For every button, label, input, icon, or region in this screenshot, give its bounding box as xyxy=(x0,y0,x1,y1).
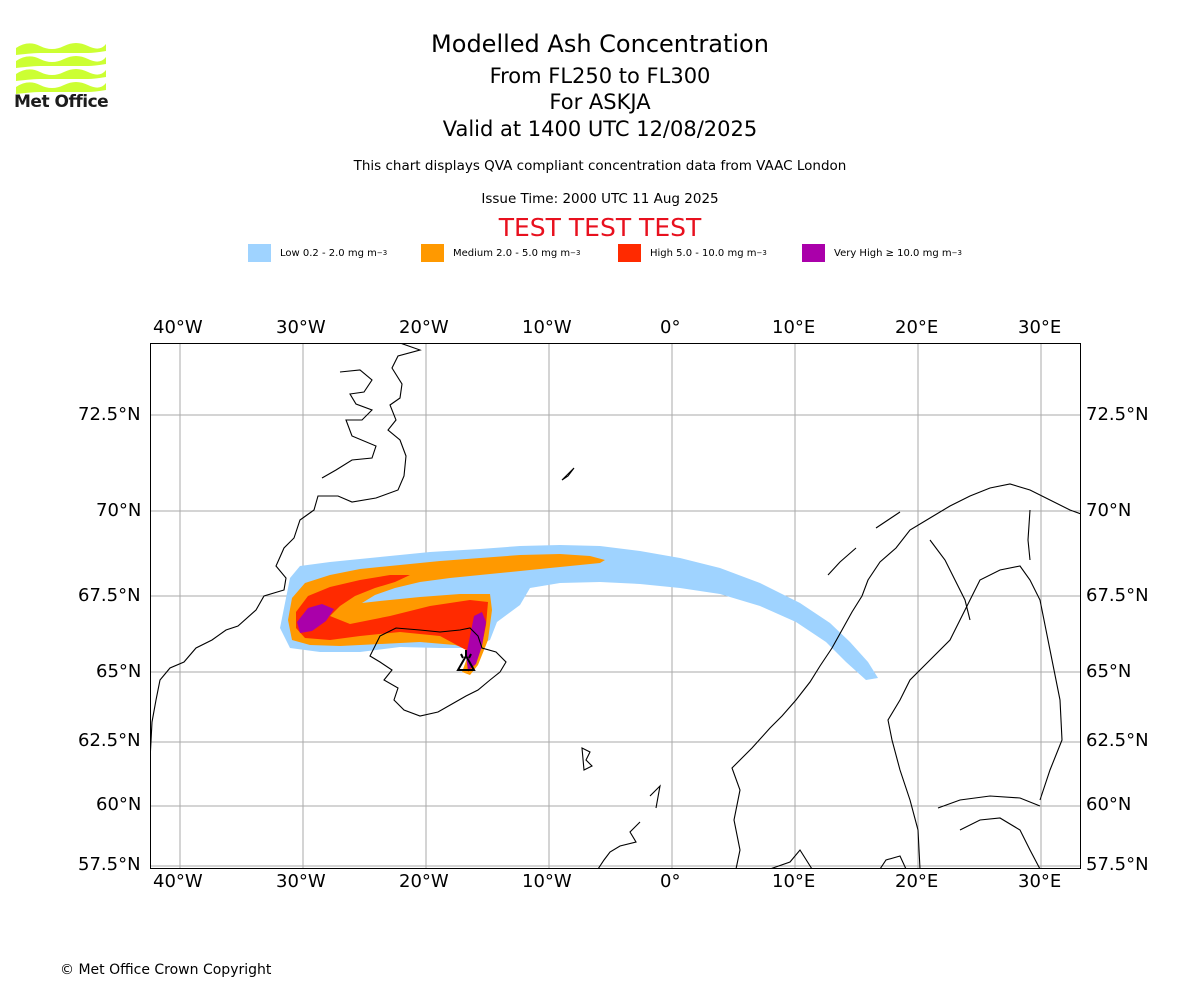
lon-label-top-40w: 40°W xyxy=(153,317,203,338)
lon-label-bottom-0: 0° xyxy=(660,871,681,892)
lon-label-bottom-10w: 10°W xyxy=(522,871,572,892)
ash-very-high-area xyxy=(297,604,334,633)
copyright-notice: © Met Office Crown Copyright xyxy=(60,962,272,978)
baltic-coast xyxy=(879,795,1041,869)
ash-map xyxy=(150,343,1081,869)
greenland-coast xyxy=(150,343,422,761)
lat-label-left-70: 70°N xyxy=(96,500,142,521)
lon-label-top-30e: 30°E xyxy=(1018,317,1062,338)
legend-label-very-high: Very High ≥ 10.0 mg m xyxy=(834,247,952,259)
volcano-marker-icon xyxy=(456,650,476,671)
lat-label-right-60: 60°N xyxy=(1086,794,1132,815)
lon-label-bottom-30w: 30°W xyxy=(276,871,326,892)
legend-label-low: Low 0.2 - 2.0 mg m xyxy=(280,247,377,259)
faroe-coast xyxy=(581,747,593,771)
volcano-name: For ASKJA xyxy=(549,90,651,114)
qva-note: This chart displays QVA compliant concen… xyxy=(353,158,847,174)
met-office-logo-text: Met Office xyxy=(14,92,109,112)
legend-swatch-low xyxy=(248,244,271,262)
lon-label-bottom-20w: 20°W xyxy=(399,871,449,892)
lat-label-right-70: 70°N xyxy=(1086,500,1132,521)
lat-label-left-62-5: 62.5°N xyxy=(78,730,141,751)
lon-label-top-0: 0° xyxy=(660,317,681,338)
flight-level-range: From FL250 to FL300 xyxy=(489,64,711,88)
lat-label-left-72-5: 72.5°N xyxy=(78,404,141,425)
sweden-coast xyxy=(887,565,1063,869)
legend-swatch-very-high xyxy=(802,244,825,262)
lat-label-right-72-5: 72.5°N xyxy=(1086,404,1149,425)
lat-label-left-65: 65°N xyxy=(96,661,142,682)
lat-label-right-57-5: 57.5°N xyxy=(1086,854,1149,875)
legend-item-high: High 5.0 - 10.0 mg m −3 xyxy=(618,243,767,263)
lat-label-left-60: 60°N xyxy=(96,794,142,815)
coastlines xyxy=(150,343,1081,869)
met-office-logo-icon xyxy=(16,43,106,94)
lat-label-left-67-5: 67.5°N xyxy=(78,585,141,606)
legend-label-medium: Medium 2.0 - 5.0 mg m xyxy=(453,247,571,259)
lat-label-right-62-5: 62.5°N xyxy=(1086,730,1149,751)
lon-label-bottom-30e: 30°E xyxy=(1018,871,1062,892)
legend-swatch-medium xyxy=(421,244,444,262)
map-frame xyxy=(150,343,1081,869)
jan-mayen-coast xyxy=(561,467,575,481)
legend-item-low: Low 0.2 - 2.0 mg m −3 xyxy=(248,243,387,263)
lon-label-top-10w: 10°W xyxy=(522,317,572,338)
scotland-coast xyxy=(597,784,661,869)
legend-item-medium: Medium 2.0 - 5.0 mg m −3 xyxy=(421,243,580,263)
issue-time: Issue Time: 2000 UTC 11 Aug 2025 xyxy=(481,191,719,207)
valid-time: Valid at 1400 UTC 12/08/2025 xyxy=(442,117,758,141)
lat-label-left-57-5: 57.5°N xyxy=(78,854,141,875)
lon-label-bottom-10e: 10°E xyxy=(772,871,816,892)
norway-coast xyxy=(731,483,1081,869)
legend-label-high: High 5.0 - 10.0 mg m xyxy=(650,247,757,259)
lon-label-top-20e: 20°E xyxy=(895,317,939,338)
chart-title: Modelled Ash Concentration xyxy=(431,30,769,58)
lon-label-top-20w: 20°W xyxy=(399,317,449,338)
legend-swatch-high xyxy=(618,244,641,262)
lon-label-top-10e: 10°E xyxy=(772,317,816,338)
lat-label-right-67-5: 67.5°N xyxy=(1086,585,1149,606)
lon-label-top-30w: 30°W xyxy=(276,317,326,338)
test-banner: TEST TEST TEST xyxy=(498,213,702,242)
lon-label-bottom-20e: 20°E xyxy=(895,871,939,892)
legend: Low 0.2 - 2.0 mg m −3 Medium 2.0 - 5.0 mg… xyxy=(0,243,1200,265)
legend-item-very-high: Very High ≥ 10.0 mg m −3 xyxy=(802,243,962,263)
ash-high-area xyxy=(296,575,488,672)
lon-label-bottom-40w: 40°W xyxy=(153,871,203,892)
lat-label-right-65: 65°N xyxy=(1086,661,1132,682)
iceland-coast xyxy=(369,627,507,717)
